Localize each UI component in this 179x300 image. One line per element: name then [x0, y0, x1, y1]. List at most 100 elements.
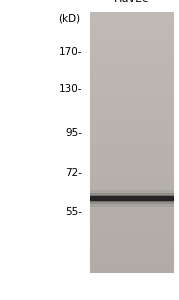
Bar: [90, 256, 174, 257]
Bar: [90, 234, 174, 235]
Bar: [90, 252, 174, 254]
Bar: [90, 186, 174, 187]
Bar: [90, 51, 174, 52]
Bar: [90, 122, 174, 123]
Bar: [90, 99, 174, 101]
Bar: [90, 194, 174, 195]
Bar: [90, 139, 174, 140]
Bar: [90, 224, 174, 225]
Bar: [90, 167, 174, 169]
Bar: [90, 205, 174, 206]
Bar: [90, 202, 174, 204]
Bar: [90, 21, 174, 22]
Bar: [90, 160, 174, 161]
Text: 130-: 130-: [59, 84, 82, 94]
Bar: [90, 174, 174, 175]
Bar: [90, 257, 174, 259]
Bar: [90, 225, 174, 226]
Bar: [90, 132, 174, 134]
Bar: [90, 242, 174, 243]
Text: 170-: 170-: [59, 47, 82, 58]
Bar: [90, 148, 174, 149]
Bar: [90, 85, 174, 86]
Bar: [90, 248, 174, 250]
Bar: [90, 178, 174, 179]
Bar: [90, 73, 174, 75]
Bar: [90, 45, 174, 46]
Bar: [90, 209, 174, 210]
Bar: [90, 140, 174, 141]
Bar: [90, 144, 174, 145]
Bar: [90, 114, 174, 115]
Bar: [90, 142, 174, 144]
Bar: [90, 220, 174, 221]
Bar: [90, 247, 174, 248]
Bar: [90, 118, 174, 119]
Bar: [90, 152, 174, 153]
Bar: [90, 266, 174, 268]
Bar: [90, 254, 174, 255]
Bar: [90, 251, 174, 252]
Bar: [90, 63, 174, 64]
Bar: [90, 184, 174, 186]
Bar: [90, 188, 174, 190]
Bar: [90, 39, 174, 41]
Bar: [90, 235, 174, 236]
Bar: [90, 30, 174, 31]
Text: 55-: 55-: [65, 207, 82, 217]
Bar: [90, 161, 174, 162]
Text: 72-: 72-: [65, 167, 82, 178]
Text: 95-: 95-: [65, 128, 82, 138]
Bar: [90, 61, 174, 63]
Bar: [90, 170, 174, 171]
Bar: [90, 171, 174, 172]
Bar: [90, 41, 174, 42]
Bar: [90, 54, 174, 55]
Bar: [90, 145, 174, 146]
Bar: [90, 214, 174, 216]
Bar: [90, 123, 174, 124]
Bar: [90, 193, 174, 205]
Bar: [90, 146, 174, 148]
Bar: [90, 197, 174, 199]
Bar: [90, 265, 174, 266]
Bar: [90, 165, 174, 166]
Bar: [90, 13, 174, 15]
Bar: [90, 218, 174, 220]
Bar: [90, 179, 174, 180]
Bar: [90, 190, 174, 191]
Bar: [90, 206, 174, 208]
Bar: [90, 107, 174, 109]
Bar: [90, 88, 174, 89]
Bar: [90, 222, 174, 224]
Bar: [90, 84, 174, 85]
Bar: [90, 94, 174, 95]
Bar: [90, 17, 174, 19]
Bar: [90, 46, 174, 47]
Bar: [90, 153, 174, 154]
Bar: [90, 176, 174, 178]
Bar: [90, 221, 174, 222]
Bar: [90, 75, 174, 76]
Bar: [90, 232, 174, 234]
Bar: [90, 115, 174, 116]
Bar: [90, 35, 174, 37]
Bar: [90, 64, 174, 65]
Bar: [90, 240, 174, 242]
Bar: [90, 90, 174, 92]
Bar: [90, 134, 174, 135]
Bar: [90, 79, 174, 80]
Bar: [90, 195, 174, 196]
Bar: [90, 195, 174, 202]
Bar: [90, 227, 174, 229]
Bar: [90, 120, 174, 122]
Bar: [90, 166, 174, 167]
Bar: [90, 217, 174, 218]
Bar: [90, 230, 174, 231]
Bar: [90, 212, 174, 213]
Bar: [90, 268, 174, 269]
Bar: [90, 270, 174, 272]
Bar: [90, 106, 174, 107]
Bar: [90, 264, 174, 265]
Bar: [90, 37, 174, 38]
